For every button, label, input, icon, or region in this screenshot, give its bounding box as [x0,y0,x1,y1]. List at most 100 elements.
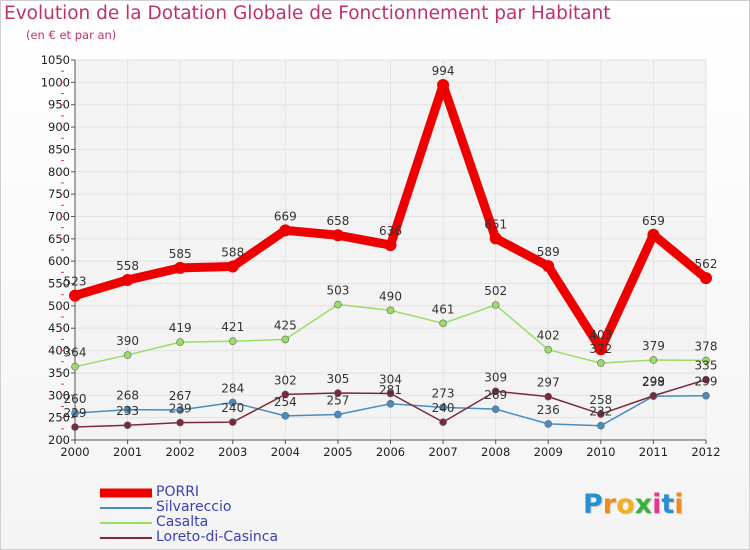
data-point-silvareccio [334,410,342,419]
data-point-casalta [544,345,553,354]
data-point-casalta [491,301,500,309]
legend-swatch-silvareccio [100,506,152,509]
x-tick-label: 2008 [481,445,510,459]
data-label-loreto-di-casinca: 239 [169,402,192,416]
data-label-silvareccio: 236 [537,403,560,417]
data-label-casalta: 364 [64,346,87,360]
x-tick-label: 2002 [166,445,195,459]
data-label-silvareccio: 257 [326,394,349,408]
data-label-silvareccio: 269 [484,388,507,402]
data-point-casalta [176,338,184,346]
data-label-porri: 994 [432,64,455,78]
logo-letter: P [583,489,603,520]
data-label-porri: 588 [221,246,244,260]
data-label-loreto-di-casinca: 299 [642,375,665,389]
data-point-casalta [649,356,658,364]
data-point-silvareccio [386,399,395,408]
x-tick-label: 2004 [271,445,300,459]
x-tick-label: 2006 [376,445,405,459]
data-point-loreto-di-casinca [334,389,342,397]
legend-label-porri: PORRI [156,484,200,500]
data-label-porri: 636 [379,224,402,238]
x-tick-label: 2000 [60,445,89,459]
y-tick-label: 250 [48,411,70,425]
data-label-casalta: 490 [379,289,402,303]
data-label-porri: 403 [589,328,612,342]
data-point-casalta [702,356,710,365]
data-label-loreto-di-casinca: 240 [221,401,244,415]
data-point-casalta [597,359,605,367]
y-tick-label: 450 [48,321,70,335]
logo-letter: i [674,489,684,520]
x-tick-label: 2005 [323,445,352,459]
y-tick-label: 300 [48,388,70,402]
data-point-silvareccio [702,391,710,400]
data-point-casalta [334,300,342,309]
data-point-porri [174,261,187,274]
data-point-porri [384,239,397,252]
data-label-silvareccio: 298 [642,375,665,389]
data-point-loreto-di-casinca [702,375,710,384]
data-point-porri [437,79,450,92]
x-tick-label: 2011 [639,445,668,459]
data-point-loreto-di-casinca [491,387,500,396]
x-tick-label: 2012 [691,445,720,459]
data-point-casalta [228,337,237,346]
data-point-loreto-di-casinca [439,418,447,426]
y-tick-label: 700 [48,209,70,223]
data-label-silvareccio: 281 [379,383,402,397]
data-label-casalta: 419 [169,321,192,335]
data-point-silvareccio [123,405,132,414]
data-label-silvareccio: 299 [695,375,718,389]
data-point-porri [69,289,81,302]
proxiti-logo: Proxiti [583,489,684,520]
data-label-casalta: 502 [484,284,507,298]
data-label-loreto-di-casinca: 229 [64,406,87,420]
data-label-silvareccio: 273 [432,386,455,400]
data-point-porri [331,229,344,242]
logo-letter: o [616,489,635,520]
data-point-loreto-di-casinca [176,418,184,427]
logo-letter: r [602,489,617,520]
data-point-loreto-di-casinca [386,389,395,398]
data-label-silvareccio: 267 [169,389,192,403]
x-tick-label: 2009 [534,445,563,459]
data-point-casalta [123,351,132,359]
logo-letter: t [661,489,675,520]
data-label-silvareccio: 260 [64,392,87,406]
data-point-silvareccio [491,405,500,413]
legend-item-casalta: Casalta [100,514,330,530]
chart-title: Evolution de la Dotation Globale de Fonc… [4,3,611,24]
data-label-porri: 523 [64,275,87,289]
legend-label-silvareccio: Silvareccio [156,499,232,515]
data-point-casalta [439,319,447,328]
y-tick-label: 350 [48,366,70,380]
data-point-porri [226,260,239,273]
data-point-porri [647,228,660,241]
data-point-porri [700,272,712,285]
data-label-porri: 558 [116,259,139,273]
data-point-loreto-di-casinca [649,391,658,400]
data-label-porri: 669 [274,209,297,223]
y-tick-label: 500 [48,299,70,313]
logo-letter: i [652,489,662,520]
legend: PORRI Silvareccio Casalta Loreto-di-Casi… [100,484,330,545]
data-point-silvareccio [597,421,605,430]
y-tick-label: 200 [48,433,70,447]
data-label-loreto-di-casinca: 240 [432,401,455,415]
y-tick-label: 1050 [41,53,70,67]
y-tick-label: 650 [48,232,70,246]
data-label-casalta: 378 [695,339,718,353]
data-point-silvareccio [281,412,290,420]
data-point-casalta [386,306,395,315]
y-tick-label: 950 [48,98,70,112]
data-label-porri: 589 [537,245,560,259]
legend-swatch-loreto [100,536,152,539]
data-point-porri [121,273,134,286]
legend-item-silvareccio: Silvareccio [100,499,330,515]
x-tick-label: 2003 [218,445,247,459]
y-tick-label: 750 [48,187,70,201]
data-point-loreto-di-casinca [597,410,605,418]
data-point-loreto-di-casinca [123,421,132,430]
legend-label-loreto: Loreto-di-Casinca [156,529,279,545]
